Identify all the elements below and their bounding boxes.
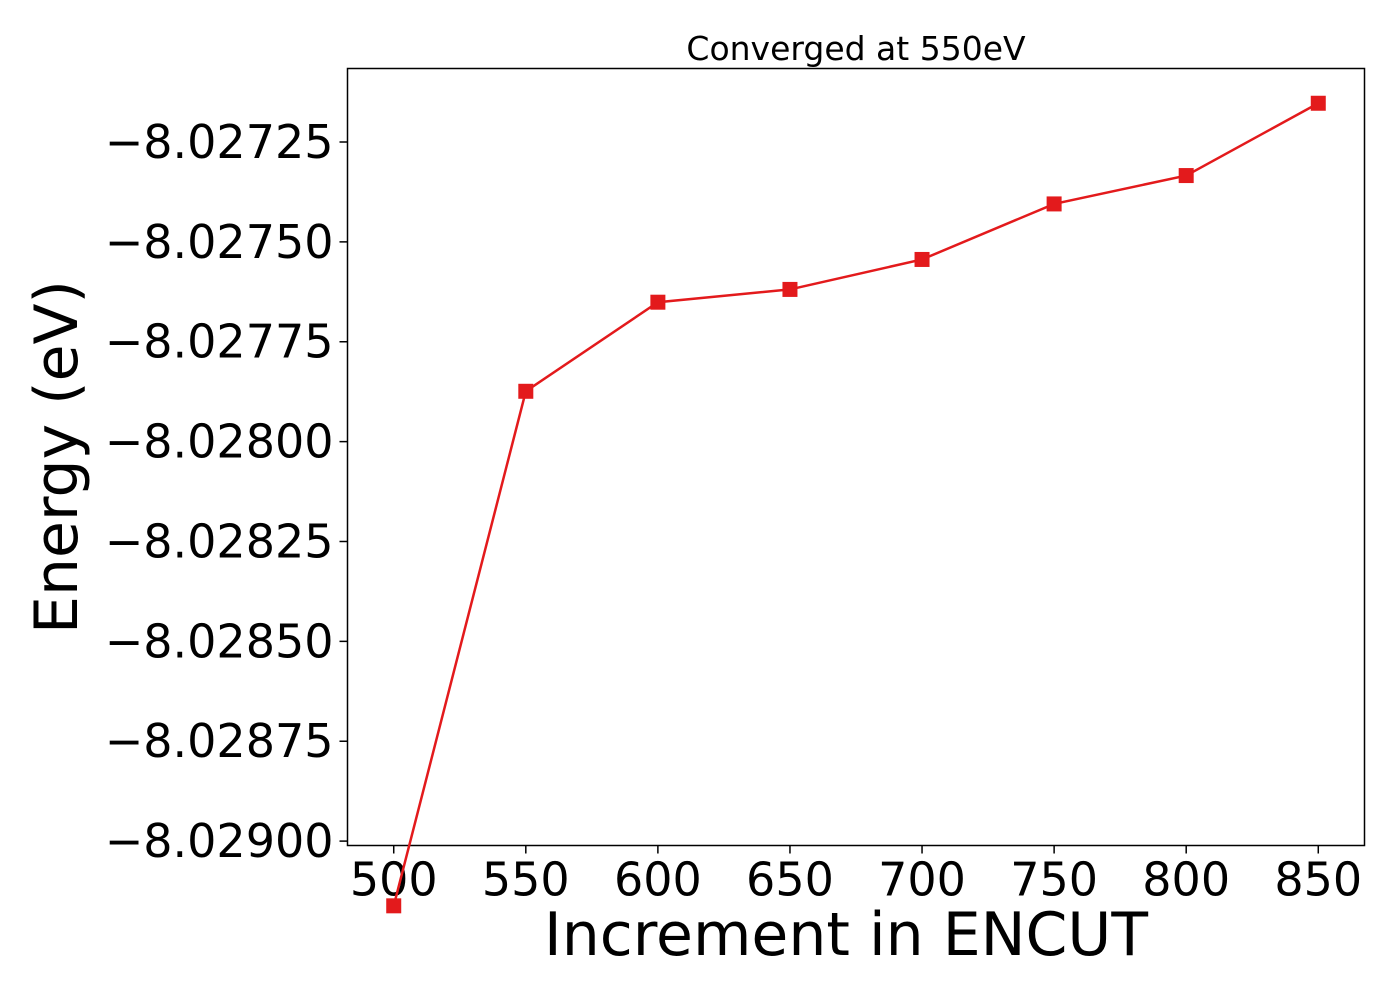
data-point-marker [1046,196,1062,212]
y-tick-label: −8.02725 [105,115,334,169]
data-point-marker [650,294,666,310]
x-axis-label: Increment in ENCUT [544,900,1148,970]
y-tick-label: −8.02800 [105,415,334,469]
y-tick-label: −8.02875 [105,714,334,768]
data-point-marker [1178,168,1194,184]
data-point-marker [1310,95,1326,111]
series-layer [386,95,1326,914]
x-tick-label: 850 [1274,853,1362,907]
x-tick-label: 750 [1010,853,1098,907]
chart-title: Converged at 550eV [686,29,1026,68]
y-tick-label: −8.02775 [105,315,334,369]
data-point-marker [782,281,798,297]
plot-area-frame [346,67,1366,847]
y-axis-ticks: −8.02900 −8.02875 −8.02850 −8.02825 −8.02800… [105,115,348,868]
data-point-marker [518,383,534,399]
y-tick-label: −8.02825 [105,514,334,568]
x-tick-label: 600 [614,853,702,907]
data-point-marker [914,251,930,267]
y-tick-label: −8.02850 [105,614,334,668]
y-axis-label: Energy (eV) [22,280,92,634]
x-tick-label: 800 [1142,853,1230,907]
data-point-marker [386,898,402,914]
y-tick-label: −8.02900 [105,814,334,868]
y-tick-label: −8.02750 [105,215,334,269]
x-tick-label: 700 [878,853,966,907]
x-tick-label: 500 [350,853,438,907]
x-tick-label: 650 [746,853,834,907]
x-axis-ticks: 500 550 600 650 700 750 800 850 [350,845,1362,907]
x-tick-label: 550 [482,853,570,907]
series-line [392,102,1319,907]
